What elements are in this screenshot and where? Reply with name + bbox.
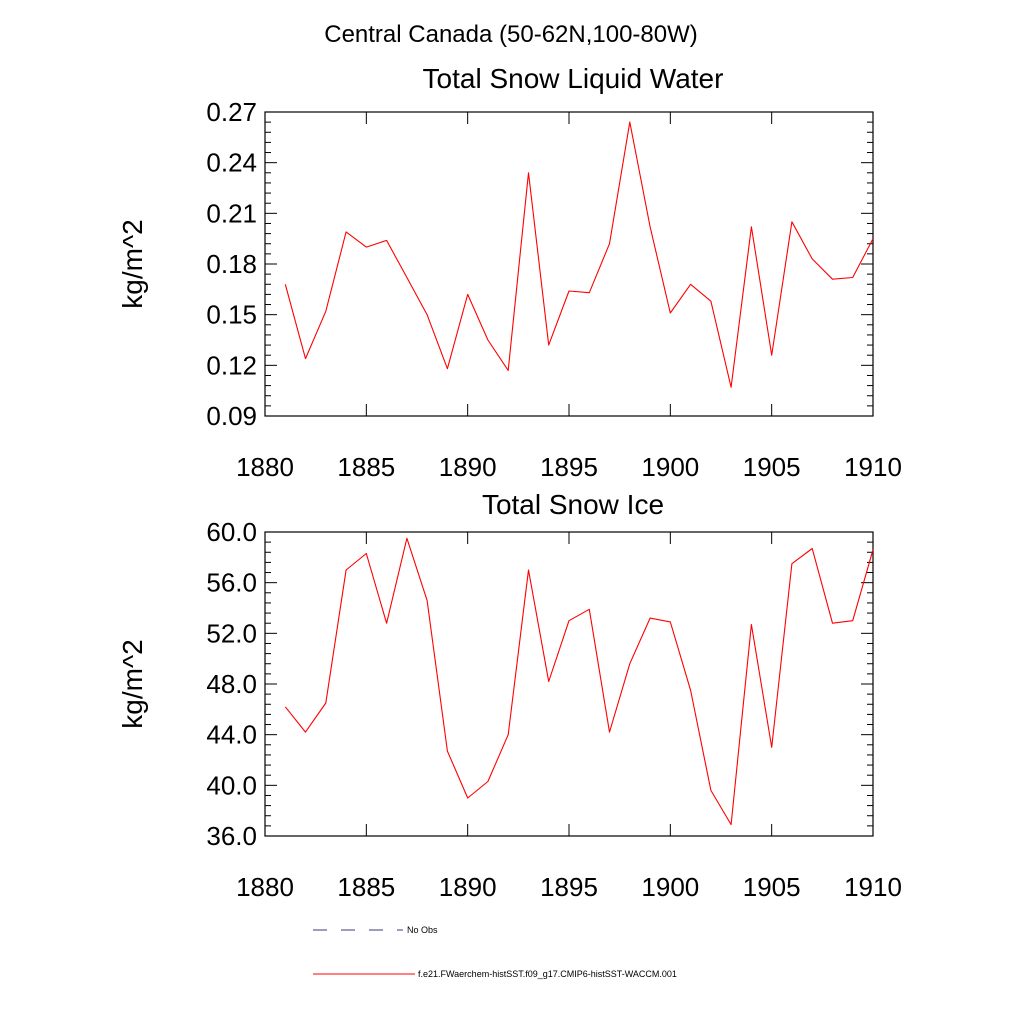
x-tick-label: 1905 bbox=[743, 872, 801, 902]
legend-label-no-obs: No Obs bbox=[407, 925, 438, 935]
y-tick-label: 0.18 bbox=[206, 249, 257, 279]
x-tick-label: 1895 bbox=[540, 452, 598, 482]
y-tick-label: 48.0 bbox=[206, 669, 257, 699]
y-tick-label: 0.27 bbox=[206, 97, 257, 127]
plot-frame bbox=[264, 111, 874, 417]
y-axis-label: kg/m^2 bbox=[117, 219, 148, 308]
panel-title: Total Snow Liquid Water bbox=[423, 63, 724, 94]
x-tick-label: 1885 bbox=[337, 452, 395, 482]
x-tick-label: 1910 bbox=[844, 452, 902, 482]
x-tick-label: 1900 bbox=[641, 872, 699, 902]
y-tick-label: 36.0 bbox=[206, 821, 257, 851]
y-axis-label: kg/m^2 bbox=[117, 639, 148, 728]
x-tick-label: 1910 bbox=[844, 872, 902, 902]
x-tick-label: 1890 bbox=[439, 872, 497, 902]
x-tick-label: 1905 bbox=[743, 452, 801, 482]
y-tick-label: 56.0 bbox=[206, 568, 257, 598]
panel-snow-ice: Total Snow Ice kg/m^2 1880 1885 1890 1895 1900… bbox=[117, 489, 902, 902]
y-tick-label: 0.09 bbox=[206, 401, 257, 431]
y-tick-label: 0.12 bbox=[206, 350, 257, 380]
x-tick-label: 1880 bbox=[236, 872, 294, 902]
plot-frame bbox=[264, 531, 874, 837]
x-tick-label: 1900 bbox=[641, 452, 699, 482]
x-tick-label: 1880 bbox=[236, 452, 294, 482]
y-tick-label: 60.0 bbox=[206, 517, 257, 547]
figure-suptitle: Central Canada (50-62N,100-80W) bbox=[324, 21, 698, 48]
series-line bbox=[284, 537, 874, 826]
y-tick-label: 0.24 bbox=[206, 148, 257, 178]
y-tick-label: 52.0 bbox=[206, 618, 257, 648]
legend: No Obs f.e21.FWaerchem-histSST.f09_g17.C… bbox=[313, 925, 677, 979]
x-tick-label: 1890 bbox=[439, 452, 497, 482]
y-tick-label: 40.0 bbox=[206, 770, 257, 800]
y-tick-label: 0.21 bbox=[206, 198, 257, 228]
x-tick-label: 1895 bbox=[540, 872, 598, 902]
panel-title: Total Snow Ice bbox=[482, 489, 664, 520]
x-tick-label: 1885 bbox=[337, 872, 395, 902]
y-tick-label: 0.15 bbox=[206, 300, 257, 330]
panel-snow-liquid-water: Total Snow Liquid Water kg/m^2 1880 1885 189… bbox=[117, 63, 902, 482]
series-line bbox=[284, 121, 874, 388]
legend-label-model: f.e21.FWaerchem-histSST.f09_g17.CMIP6-hi… bbox=[418, 969, 677, 979]
y-tick-label: 44.0 bbox=[206, 720, 257, 750]
